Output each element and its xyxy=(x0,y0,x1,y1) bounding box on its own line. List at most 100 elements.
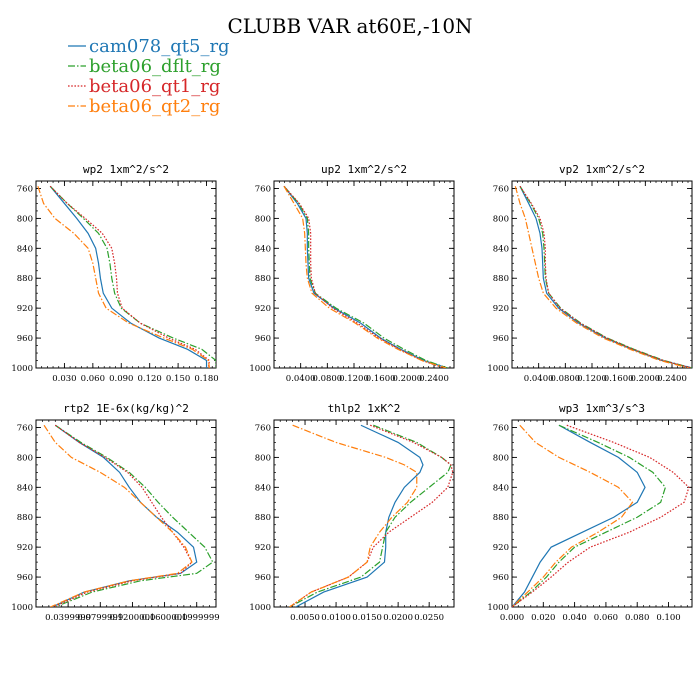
x-tick-label: 0.030 xyxy=(52,374,76,384)
series-line-cam078_qt5_rg xyxy=(512,424,646,607)
y-tick-label: 960 xyxy=(255,334,271,344)
x-tick-label: 0.180 xyxy=(194,374,218,384)
panel-3: rtp2 1E-6x(kg/kg)^20.03999990.07999990.1… xyxy=(11,402,219,623)
panel-4: thlp2 1xK^2 0.0050 0.0100 0.0150 0.0200 0.025… xyxy=(249,402,455,623)
y-tick-label: 840 xyxy=(255,483,271,493)
y-tick-label: 840 xyxy=(17,244,33,254)
x-tick-label: 0.0799999 xyxy=(77,613,123,623)
y-tick-label: 960 xyxy=(17,334,33,344)
panel-frame xyxy=(273,180,455,369)
x-tick-label: 0.060 xyxy=(594,613,618,623)
y-tick-label: 960 xyxy=(493,573,509,583)
x-tick-label: 0.0800 xyxy=(550,374,580,384)
panel-1: up2 1xm^2/s^20.04000.08000.12000.16000.2… xyxy=(249,163,455,384)
y-tick-label: 920 xyxy=(255,304,271,314)
panel-0: wp2 1xm^2/s^2 0.030 0.060 0.090 0.120 0.150 0.… xyxy=(11,163,218,384)
series-line-beta06_dflt_rg xyxy=(289,424,452,607)
y-tick-label: 1000 xyxy=(487,603,509,613)
y-tick-label: 880 xyxy=(17,274,33,284)
series-line-beta06_qt1_rg xyxy=(283,185,445,368)
y-tick-label: 760 xyxy=(255,423,271,433)
y-tick-label: 920 xyxy=(17,304,33,314)
panel-2: vp2 1xm^2/s^20.04000.08000.12000.16000.2… xyxy=(487,163,693,384)
x-tick-label: 0.2000 xyxy=(392,374,422,384)
x-tick-label: 0.0200 xyxy=(383,613,413,623)
series-line-cam078_qt5_rg xyxy=(283,185,448,368)
x-tick-label: 0.000 xyxy=(500,613,524,623)
panel-title: rtp2 1E-6x(kg/kg)^2 xyxy=(63,402,189,415)
y-tick-label: 880 xyxy=(17,513,33,523)
x-tick-label: 0.1999999 xyxy=(174,613,220,623)
series-line-cam078_qt5_rg xyxy=(295,424,424,607)
legend-entry-0: cam078_qt5_rg xyxy=(89,36,230,57)
x-tick-label: 0.2000 xyxy=(630,374,660,384)
x-tick-label: 0.2400 xyxy=(657,374,687,384)
series-line-beta06_qt1_rg xyxy=(519,185,692,368)
y-tick-label: 960 xyxy=(255,573,271,583)
x-tick-label: 0.020 xyxy=(531,613,555,623)
y-tick-label: 760 xyxy=(17,184,33,194)
panel-title: thlp2 1xK^2 xyxy=(328,402,401,415)
x-tick-label: 0.040 xyxy=(562,613,586,623)
y-tick-label: 1000 xyxy=(11,364,33,374)
y-tick-label: 840 xyxy=(493,244,509,254)
legend-entry-3: beta06_qt2_rg xyxy=(89,96,220,117)
x-tick-label: 0.120 xyxy=(138,374,162,384)
panel-frame xyxy=(511,419,693,608)
series-line-beta06_qt2_rg xyxy=(43,424,193,607)
x-tick-label: 0.090 xyxy=(109,374,133,384)
x-tick-label: 0.1200000 xyxy=(109,613,155,623)
y-tick-label: 1000 xyxy=(249,364,271,374)
series-line-beta06_dflt_rg xyxy=(54,424,214,607)
panel-frame xyxy=(511,180,693,369)
series-line-cam078_qt5_rg xyxy=(49,185,208,368)
y-tick-label: 920 xyxy=(493,304,509,314)
panel-title: wp2 1xm^2/s^2 xyxy=(83,163,169,176)
y-tick-label: 1000 xyxy=(487,364,509,374)
series-line-beta06_qt1_rg xyxy=(289,424,454,607)
series-line-cam078_qt5_rg xyxy=(51,424,198,607)
panels-grid: wp2 1xm^2/s^2 0.030 0.060 0.090 0.120 0.150 0.… xyxy=(11,163,693,623)
y-tick-label: 840 xyxy=(17,483,33,493)
y-tick-label: 880 xyxy=(255,513,271,523)
figure-title: CLUBB VAR at60E,-10N xyxy=(227,14,472,38)
y-tick-label: 1000 xyxy=(249,603,271,613)
x-tick-label: 0.0400 xyxy=(286,374,316,384)
x-tick-label: 0.100 xyxy=(656,613,680,623)
x-tick-label: 0.1600000 xyxy=(142,613,188,623)
series-line-beta06_qt2_rg xyxy=(37,186,210,368)
series-line-cam078_qt5_rg xyxy=(519,185,692,368)
x-tick-label: 0.080 xyxy=(625,613,649,623)
x-tick-label: 0.1200 xyxy=(577,374,607,384)
x-tick-label: 0.150 xyxy=(166,374,190,384)
x-tick-label: 0.0399999 xyxy=(45,613,91,623)
series-line-beta06_dflt_rg xyxy=(283,185,448,368)
x-tick-label: 0.1200 xyxy=(339,374,369,384)
x-tick-label: 0.0800 xyxy=(312,374,342,384)
panel-5: wp3 1xm^3/s^3 0.000 0.020 0.040 0.060 0.080 0.… xyxy=(487,402,693,623)
y-tick-label: 920 xyxy=(493,543,509,553)
y-tick-label: 800 xyxy=(17,453,33,463)
y-tick-label: 880 xyxy=(493,513,509,523)
panel-frame xyxy=(273,419,455,608)
legend-entry-1: beta06_dflt_rg xyxy=(89,56,221,77)
y-tick-label: 880 xyxy=(255,274,271,284)
series-line-beta06_dflt_rg xyxy=(49,185,216,368)
x-tick-label: 0.0250 xyxy=(414,613,444,623)
y-tick-label: 800 xyxy=(493,453,509,463)
series-line-beta06_qt1_rg xyxy=(53,424,193,607)
panel-frame xyxy=(35,180,217,369)
legend: cam078_qt5_rgbeta06_dflt_rgbeta06_qt1_rg… xyxy=(68,36,230,117)
y-tick-label: 840 xyxy=(255,244,271,254)
y-tick-label: 960 xyxy=(493,334,509,344)
y-tick-label: 800 xyxy=(255,453,271,463)
x-tick-label: 0.2400 xyxy=(419,374,449,384)
x-tick-label: 0.0400 xyxy=(524,374,554,384)
y-tick-label: 1000 xyxy=(11,603,33,613)
x-tick-label: 0.060 xyxy=(81,374,105,384)
series-line-beta06_dflt_rg xyxy=(512,424,667,607)
series-line-beta06_qt2_rg xyxy=(512,424,634,607)
legend-entry-2: beta06_qt1_rg xyxy=(89,76,220,97)
y-tick-label: 800 xyxy=(493,214,509,224)
series-line-beta06_qt1_rg xyxy=(49,185,211,368)
